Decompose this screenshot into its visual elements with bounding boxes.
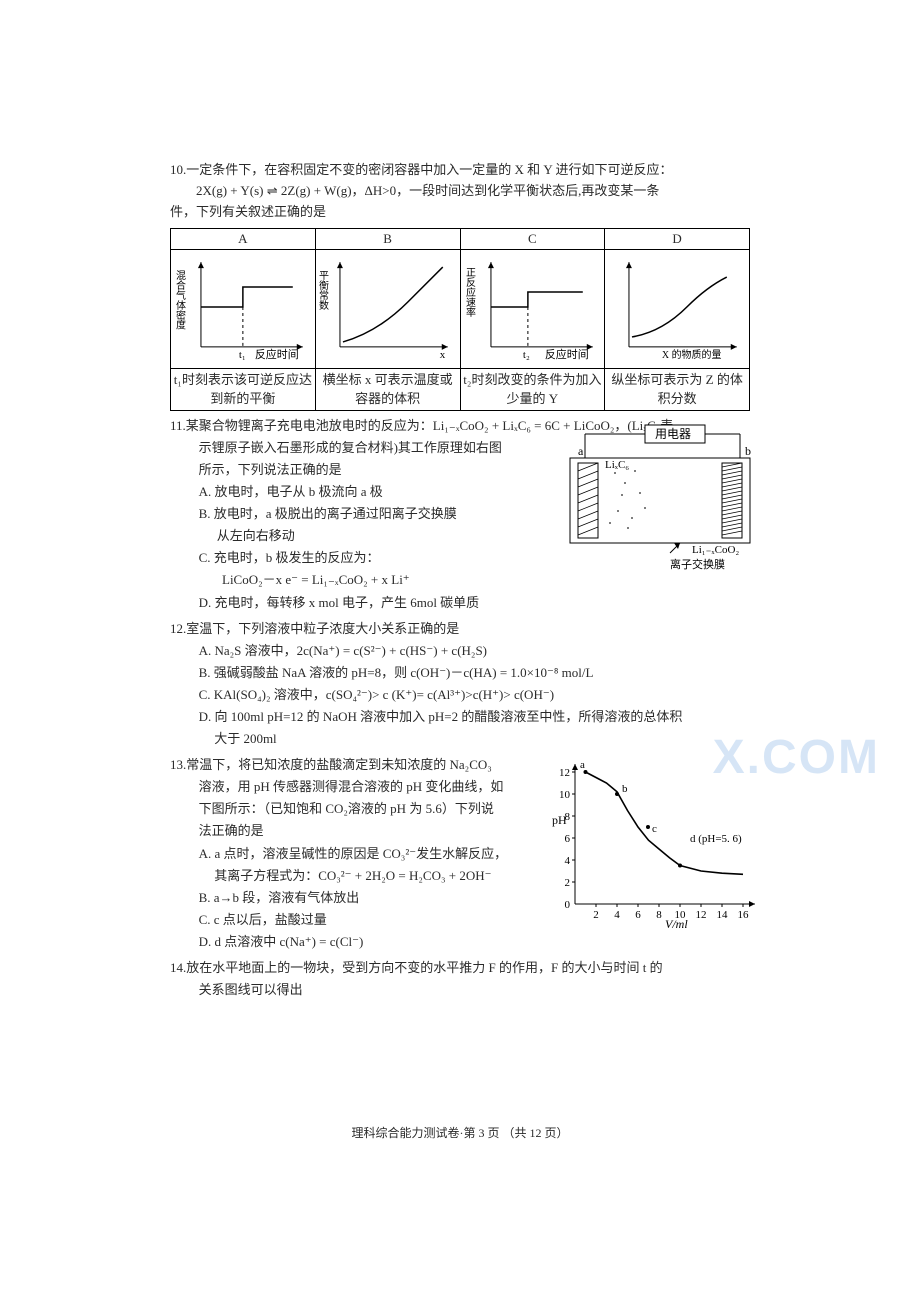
q14-block: 14.放在水平地面上的一物块，受到方向不变的水平推力 F 的作用，F 的大小与时… xyxy=(170,957,750,1001)
q12-D2: 大于 200ml xyxy=(170,728,750,750)
q10-line1: 10.一定条件下，在容积固定不变的密闭容器中加入一定量的 X 和 Y 进行如下可… xyxy=(170,160,750,181)
axis-label: 混合气体密度 xyxy=(173,270,185,331)
q10-graph-A: 混合气体密度 t₁ 反应时间 xyxy=(171,250,316,369)
q12-D1: D. 向 100ml pH=12 的 NaOH 溶液中加入 pH=2 的醋酸溶液… xyxy=(170,706,750,728)
x-axis-label: x xyxy=(440,349,446,361)
ytick: 4 xyxy=(565,855,571,867)
q13-block: 0 2 4 6 8 10 12 2 4 xyxy=(170,754,750,953)
xtick: 12 xyxy=(696,909,707,921)
q10-line3: 件，下列有关叙述正确的是 xyxy=(170,202,750,223)
q10-header-C: C xyxy=(460,229,605,250)
xtick: 14 xyxy=(717,909,729,921)
xtick: 2 xyxy=(593,909,599,921)
q10-line2: 2X(g) + Y(s) ⇌ 2Z(g) + W(g)，ΔH>0，一段时间达到化… xyxy=(170,181,750,202)
q12-C: C. KAl(SO₄)₂ 溶液中，c(SO₄²⁻)> c (K⁺)= c(Al³… xyxy=(170,684,750,706)
terminal-a: a xyxy=(578,444,584,458)
q10-caption-B: 横坐标 x 可表示温度或容器的体积 xyxy=(315,369,460,410)
q10-caption-C: t₂时刻改变的条件为加入少量的 Y xyxy=(460,369,605,410)
device-label: 用电器 xyxy=(655,427,691,441)
t2-label: t₂ xyxy=(522,349,529,361)
membrane-label: 离子交换膜 xyxy=(670,557,725,571)
xtick: 8 xyxy=(656,909,662,921)
left-electrode-label: LiₓC₆ xyxy=(605,459,629,471)
q10-graph-table: A B C D 混合气体密度 t₁ 反应时间 xyxy=(170,228,750,410)
titration-graph: 0 2 4 6 8 10 12 2 4 xyxy=(540,754,770,929)
q11-D: D. 充电时，每转移 x mol 电子，产生 6mol 碳单质 xyxy=(170,592,750,614)
q12-A: A. Na₂S 溶液中，2c(Na⁺) = c(S²⁻) + c(HS⁻) + … xyxy=(170,640,750,662)
x-axis-label: 反应时间 xyxy=(544,347,588,361)
exam-page: 10.一定条件下，在容积固定不变的密闭容器中加入一定量的 X 和 Y 进行如下可… xyxy=(170,160,750,1001)
q14-stem2: 关系图线可以得出 xyxy=(170,979,750,1001)
x-axis-label: X 的物质的量 xyxy=(662,348,722,361)
q10-stem: 10.一定条件下，在容积固定不变的密闭容器中加入一定量的 X 和 Y 进行如下可… xyxy=(170,160,750,222)
q10-caption-D: 纵坐标可表示为 Z 的体积分数 xyxy=(605,369,750,410)
terminal-b: b xyxy=(745,444,751,458)
xtick: 16 xyxy=(738,909,750,921)
battery-diagram: 用电器 a b xyxy=(550,423,760,573)
q10-header-D: D xyxy=(605,229,750,250)
axis-label: 平衡常数 xyxy=(318,270,328,311)
q12-B: B. 强碱弱酸盐 NaA 溶液的 pH=8，则 c(OH⁻)－c(HA) = 1… xyxy=(170,662,750,684)
x-axis-label: V/ml xyxy=(665,917,688,929)
xtick: 6 xyxy=(635,909,641,921)
t1-label: t₁ xyxy=(239,349,246,361)
q10-caption-A: t₁时刻表示该可逆反应达到新的平衡 xyxy=(171,369,316,410)
ytick: 2 xyxy=(565,877,571,889)
ytick: 6 xyxy=(565,833,571,845)
y-axis-label: pH xyxy=(552,813,567,827)
q12-block: 12.室温下，下列溶液中粒子浓度大小关系正确的是 A. Na₂S 溶液中，2c(… xyxy=(170,618,750,751)
q14-stem1: 14.放在水平地面上的一物块，受到方向不变的水平推力 F 的作用，F 的大小与时… xyxy=(170,957,750,979)
q10-graph-B: 平衡常数 x xyxy=(315,250,460,369)
q13-D: D. d 点溶液中 c(Na⁺) = c(Cl⁻) xyxy=(170,931,750,953)
q10-graph-D: X 的物质的量 xyxy=(605,250,750,369)
pt-b: b xyxy=(622,783,628,795)
q11-block: 用电器 a b xyxy=(170,415,750,614)
q10-graph-C: 正反应速率 t₂ 反应时间 xyxy=(460,250,605,369)
axis-label: 正反应速率 xyxy=(463,267,475,318)
q12-stem: 12.室温下，下列溶液中粒子浓度大小关系正确的是 xyxy=(170,618,750,640)
q10-header-B: B xyxy=(315,229,460,250)
pt-a: a xyxy=(580,759,585,771)
pt-d-label: d (pH=5. 6) xyxy=(690,833,742,845)
q10-header-A: A xyxy=(171,229,316,250)
right-electrode-label: Li₁₋ₓCoO₂ xyxy=(692,544,739,556)
page-footer: 理科综合能力测试卷·第 3 页 （共 12 页） xyxy=(170,1124,750,1141)
ytick: 12 xyxy=(559,767,570,779)
x-axis-label: 反应时间 xyxy=(255,347,299,361)
ytick: 10 xyxy=(559,789,571,801)
ytick: 0 xyxy=(565,899,571,911)
pt-c: c xyxy=(652,823,657,835)
xtick: 4 xyxy=(614,909,620,921)
